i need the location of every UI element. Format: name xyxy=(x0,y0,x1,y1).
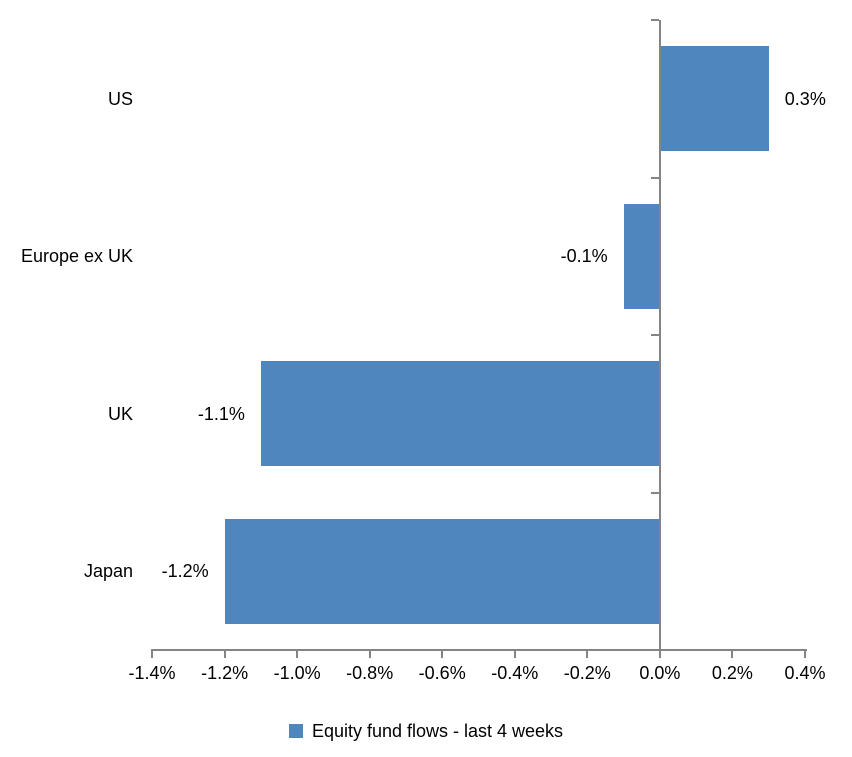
value-axis-tick xyxy=(368,649,371,658)
value-label-uk: -1.1% xyxy=(197,404,245,424)
value-axis-tick-label: -0.4% xyxy=(491,663,539,683)
value-axis-tick xyxy=(151,649,153,658)
legend-marker-icon xyxy=(288,724,303,738)
category-label-europe-ex-uk: Europe ex UK xyxy=(20,246,133,266)
legend: Equity fund flows - last 4 weeks xyxy=(0,718,852,744)
category-axis-tick xyxy=(651,491,659,494)
value-axis-tick-label: 0.0% xyxy=(639,663,681,683)
value-axis-tick xyxy=(441,649,444,658)
value-axis-tick-label: -0.2% xyxy=(563,663,611,683)
category-axis-tick xyxy=(651,19,659,21)
value-axis-line xyxy=(152,649,807,651)
category-label-japan: Japan xyxy=(83,561,133,581)
category-axis-line xyxy=(659,20,661,658)
value-axis-tick-label: -0.8% xyxy=(346,663,394,683)
category-label-uk: UK xyxy=(107,404,133,424)
category-axis-tick xyxy=(651,649,659,651)
bar-uk xyxy=(260,361,660,467)
bar-europe-ex-uk xyxy=(623,203,660,309)
value-axis-tick xyxy=(513,649,516,658)
value-label-europe-ex-uk: -0.1% xyxy=(560,246,608,266)
value-label-us: 0.3% xyxy=(784,89,826,109)
value-axis-tick-label: -0.6% xyxy=(418,663,466,683)
value-axis-tick xyxy=(731,649,734,658)
category-axis-tick xyxy=(651,334,659,336)
bar-japan xyxy=(224,518,660,624)
value-axis-tick-label: 0.2% xyxy=(711,663,753,683)
bar-us xyxy=(660,46,769,152)
value-axis-tick xyxy=(296,649,299,658)
value-axis-tick-label: -1.0% xyxy=(273,663,321,683)
value-axis-tick xyxy=(804,649,806,658)
value-axis-tick xyxy=(586,649,589,658)
legend-label: Equity fund flows - last 4 weeks xyxy=(311,721,564,741)
value-axis-tick-label: -1.2% xyxy=(201,663,249,683)
value-axis-tick-label: 0.4% xyxy=(784,663,826,683)
value-label-japan: -1.2% xyxy=(161,561,209,581)
category-axis-tick xyxy=(651,176,659,179)
value-axis-tick-label: -1.4% xyxy=(128,663,176,683)
value-axis-tick xyxy=(658,649,661,658)
category-label-us: US xyxy=(107,89,133,109)
value-axis-tick xyxy=(223,649,226,658)
